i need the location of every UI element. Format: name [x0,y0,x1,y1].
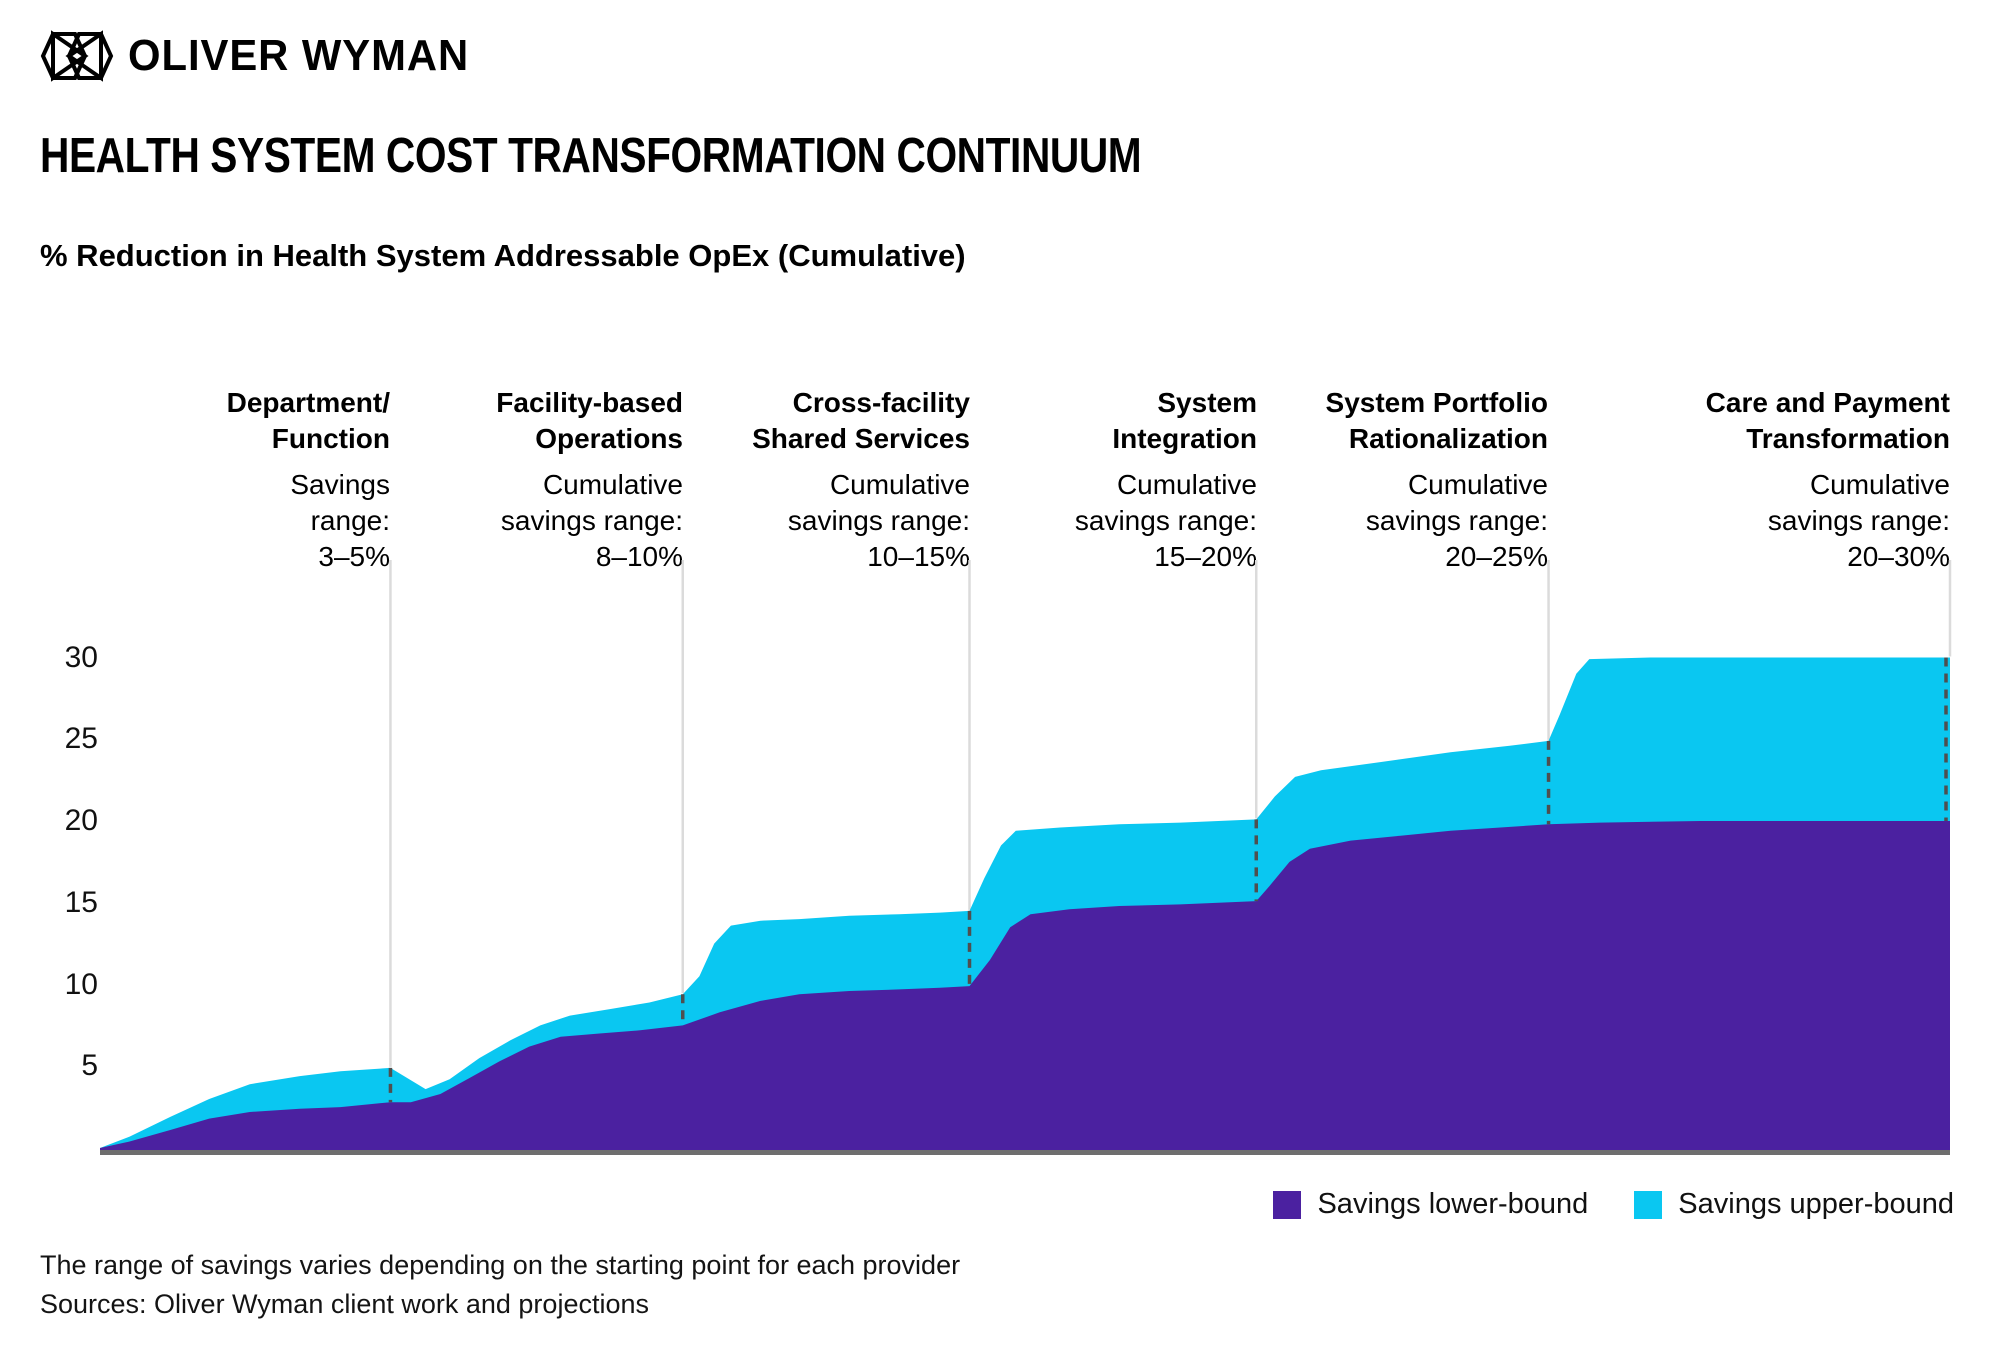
y-axis-tick-label: 25 [64,722,98,756]
legend-swatch [1634,1190,1663,1219]
legend-swatch [1273,1190,1302,1219]
y-axis-tick-label: 15 [64,885,98,919]
stage-header: Care and Payment Transformation Cumulati… [1590,385,1950,575]
stage-header: Department/ Function Savings range: 3–5% [30,385,390,575]
lower-bound-area [100,821,1950,1150]
legend-item: Savings upper-bound [1634,1188,1954,1221]
legend-label: Savings lower-bound [1317,1188,1589,1220]
oliver-wyman-logo-text: OLIVER WYMAN [128,31,470,80]
stage-name: Facility-based Operations [496,387,683,454]
stage-header: System Portfolio Rationalization Cumulat… [1188,385,1548,575]
page-title: HEALTH SYSTEM COST TRANSFORMATION CONTIN… [40,129,1142,183]
stage-range: Cumulative savings range: 8–10% [500,469,683,572]
y-axis-tick-label: 5 [81,1049,98,1083]
stage-name: Care and Payment Transformation [1705,387,1950,454]
stage-name: Cross-facility Shared Services [752,387,970,454]
y-axis-tick-label: 20 [64,804,98,837]
stage-header: Cross-facility Shared Services Cumulativ… [610,385,970,575]
legend: Savings lower-bound Savings upper-bound [1273,1188,1954,1221]
stage-range: Cumulative savings range: 20–25% [1365,469,1548,572]
stage-name: System Integration [1112,387,1257,454]
oliver-wyman-logo-icon [40,30,114,82]
y-axis-tick-label: 30 [64,640,98,674]
y-axis-tick-label: 10 [64,967,98,1001]
legend-label: Savings upper-bound [1678,1188,1954,1220]
footnote-range-note: The range of savings varies depending on… [40,1250,961,1280]
stage-name: System Portfolio Rationalization [1325,387,1548,454]
stage-header: System Integration Cumulative savings ra… [897,385,1257,575]
footnotes: The range of savings varies depending on… [40,1246,960,1324]
oliver-wyman-logo: OLIVER WYMAN [40,26,487,86]
legend-item: Savings lower-bound [1273,1188,1588,1221]
stage-range: Cumulative savings range: 20–30% [1767,469,1950,572]
stage-range: Cumulative savings range: 15–20% [1074,469,1257,572]
stage-range: Savings range: 3–5% [290,469,390,572]
stage-name: Department/ Function [226,387,390,454]
footnote-sources: Sources: Oliver Wyman client work and pr… [40,1289,649,1319]
stage-header: Facility-based Operations Cumulative sav… [323,385,683,575]
chart-subtitle: % Reduction in Health System Addressable… [40,238,966,273]
stage-range: Cumulative savings range: 10–15% [787,469,970,572]
area-plot [100,560,1952,1155]
